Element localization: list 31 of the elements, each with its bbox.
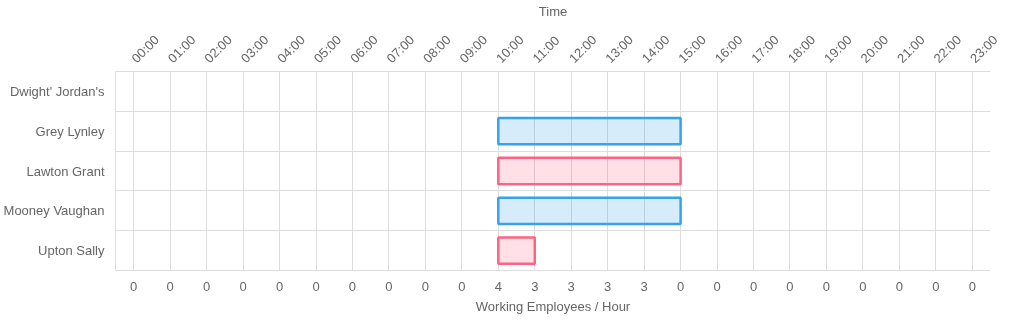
- y-tick-label: Grey Lynley: [35, 123, 105, 139]
- y-tick-label: Upton Sally: [38, 243, 105, 259]
- text: 0: [130, 278, 138, 294]
- text: 0: [421, 278, 430, 294]
- text: 0: [166, 278, 174, 294]
- text: 0: [676, 278, 685, 294]
- text: 0: [385, 278, 393, 294]
- text: 0: [968, 278, 976, 294]
- text: 3: [567, 278, 575, 294]
- y-tick-label: Dwight' Jordan's: [9, 83, 105, 99]
- text: 0: [458, 278, 466, 294]
- text: 3: [640, 278, 648, 294]
- text: 0: [312, 278, 320, 294]
- text: 0: [275, 278, 284, 294]
- text: 4: [494, 278, 502, 294]
- y-tick-label: Mooney Vaughan: [3, 203, 105, 219]
- text: 3: [531, 278, 539, 294]
- text: 0: [203, 278, 211, 294]
- text: 0: [749, 278, 758, 294]
- text: Working Employees / Hour: [475, 298, 631, 314]
- text: 0: [895, 278, 903, 294]
- text: 0: [859, 278, 867, 294]
- text: 0: [786, 278, 794, 294]
- y-tick-label: Lawton Grant: [26, 163, 105, 179]
- x-axis-title: Time: [538, 3, 568, 19]
- text: 0: [822, 278, 831, 294]
- text: 0: [239, 278, 247, 294]
- text: 0: [713, 278, 721, 294]
- text: 0: [932, 278, 940, 294]
- text: 3: [604, 278, 612, 294]
- text: 0: [348, 278, 357, 294]
